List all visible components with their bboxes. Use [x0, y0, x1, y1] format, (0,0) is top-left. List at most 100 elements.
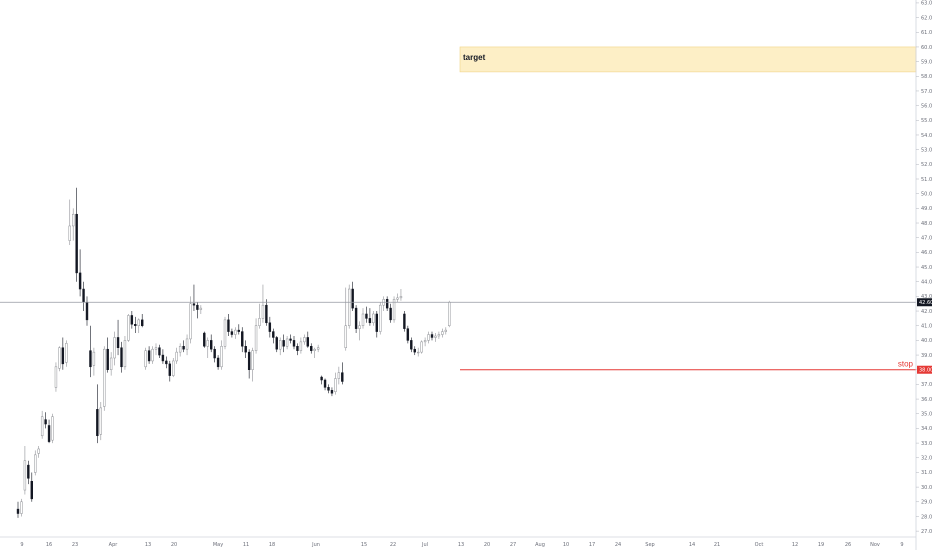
- stop-price-value: 38.00: [919, 368, 932, 374]
- x-tick-label: 13: [145, 542, 151, 548]
- candle-body: [275, 337, 278, 350]
- y-tick-label: 51.00: [921, 177, 932, 183]
- candle-body: [161, 354, 165, 362]
- stop-price-badge: [917, 365, 932, 374]
- x-tick-label: 16: [46, 542, 52, 548]
- candle-body: [279, 340, 282, 350]
- y-tick-label: 49.00: [921, 206, 932, 212]
- x-tick-label: 10: [563, 542, 569, 548]
- candle-body: [285, 338, 289, 347]
- x-tick-label: 20: [484, 542, 490, 548]
- y-tick-label: 32.00: [921, 456, 932, 462]
- current-price-badge: [917, 298, 932, 307]
- candle-body: [82, 288, 85, 303]
- candle-body: [85, 301, 89, 321]
- x-tick-label: 9: [20, 542, 23, 548]
- x-tick-label: 11: [243, 542, 249, 548]
- y-tick-label: 47.00: [921, 235, 932, 241]
- y-tick-label: 55.00: [921, 118, 932, 124]
- y-tick-label: 56.00: [921, 103, 932, 109]
- candle-body: [247, 351, 251, 370]
- candle-body: [368, 318, 372, 324]
- candle-body: [330, 390, 334, 394]
- candle-body: [189, 303, 192, 340]
- candle-body: [244, 346, 247, 353]
- x-tick-label: 19: [818, 542, 824, 548]
- candle-body: [34, 454, 37, 473]
- candle-body: [30, 480, 34, 500]
- candle-body: [72, 213, 75, 227]
- x-tick-label: Aug: [535, 542, 545, 548]
- candle-body: [385, 299, 389, 309]
- candle-body: [23, 460, 27, 491]
- y-tick-label: 54.00: [921, 133, 932, 139]
- y-tick-label: 53.00: [921, 147, 932, 153]
- candle-body: [154, 347, 158, 350]
- y-tick-label: 29.00: [921, 500, 932, 506]
- candle-body: [103, 348, 106, 407]
- candle-body: [99, 407, 102, 435]
- candle-body: [327, 387, 330, 391]
- candle-body: [434, 335, 437, 338]
- y-tick-label: 52.00: [921, 162, 932, 168]
- candle-body: [316, 347, 320, 350]
- candle-body: [265, 304, 268, 324]
- chart-labels: 42.60 38.00 stop: [898, 298, 932, 374]
- candle-body: [230, 331, 234, 335]
- y-tick-label: 35.00: [921, 412, 932, 418]
- candle-body: [127, 315, 130, 341]
- candle-body: [406, 328, 410, 341]
- y-tick-label: 57.00: [921, 89, 932, 95]
- candle-body: [310, 346, 313, 351]
- candle-body: [196, 304, 199, 310]
- candle-body: [320, 376, 323, 381]
- candle-body: [361, 313, 365, 326]
- y-tick-label: 59.00: [921, 59, 932, 65]
- candle-body: [113, 337, 116, 359]
- candle-body: [206, 340, 209, 347]
- candle-body: [420, 341, 423, 353]
- x-axis-ticks: 9 16 23 Apr 13 20 May 11 18 Jun 15 22 Jul 13 20 27 Aug 10…: [20, 542, 903, 548]
- candle-body: [120, 347, 123, 368]
- candle-body: [444, 329, 448, 332]
- target-zone-box: [459, 46, 917, 73]
- target-zone-label: target: [463, 53, 486, 62]
- candle-body: [109, 357, 113, 370]
- candle-body: [296, 346, 299, 351]
- candle-body: [313, 348, 316, 351]
- candle-body: [351, 288, 354, 309]
- y-tick-label: 58.00: [921, 74, 932, 80]
- y-tick-label: 41.00: [921, 324, 932, 330]
- candle-body: [341, 372, 344, 382]
- x-tick-label: Nov: [870, 542, 880, 548]
- x-tick-label: Jun: [311, 542, 320, 548]
- x-tick-label: 18: [269, 542, 275, 548]
- candle-body: [254, 325, 258, 351]
- candle-body: [20, 501, 23, 514]
- candle-body: [299, 341, 303, 351]
- x-tick-label: 22: [390, 542, 396, 548]
- candles: [16, 187, 451, 518]
- x-tick-label: 9: [900, 542, 903, 548]
- candle-body: [16, 508, 20, 514]
- candle-body: [130, 315, 134, 325]
- y-tick-label: 44.00: [921, 280, 932, 286]
- y-tick-label: 60.00: [921, 45, 932, 51]
- candle-body: [61, 347, 65, 365]
- y-tick-label: 37.00: [921, 382, 932, 388]
- candle-body: [268, 322, 272, 332]
- candle-body: [365, 313, 368, 319]
- candle-body: [151, 348, 154, 362]
- candle-body: [427, 334, 430, 341]
- candle-body: [234, 329, 237, 335]
- candle-body: [379, 304, 382, 332]
- candle-body: [203, 332, 206, 347]
- candle-body: [185, 338, 189, 350]
- x-tick-label: 20: [171, 542, 177, 548]
- candle-body: [210, 340, 213, 350]
- y-tick-label: 34.00: [921, 426, 932, 432]
- x-tick-label: Sep: [645, 542, 654, 548]
- x-tick-label: 14: [689, 542, 695, 548]
- x-tick-label: Apr: [109, 542, 119, 548]
